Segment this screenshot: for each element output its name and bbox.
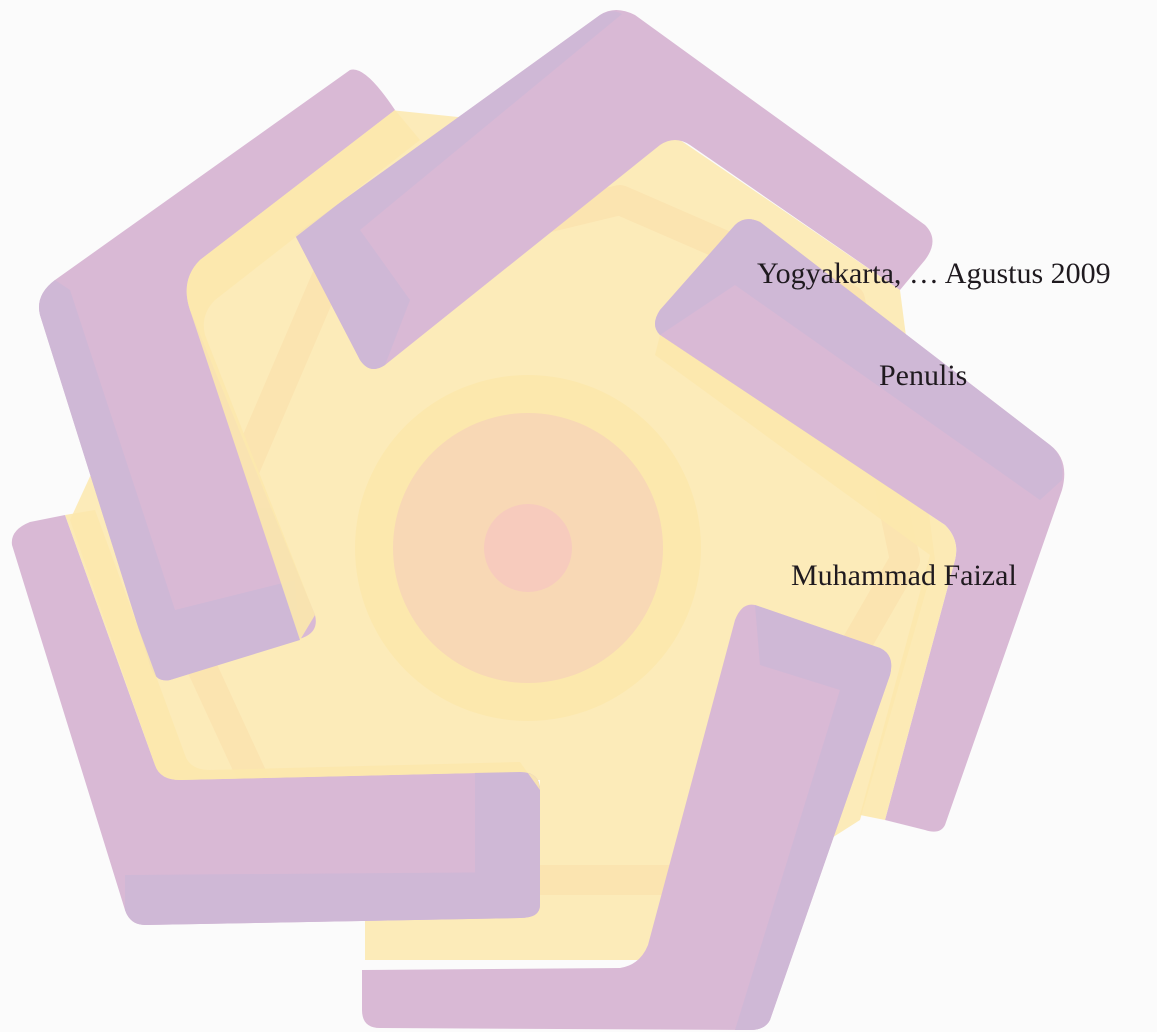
watermark-yellow-edges (65, 110, 957, 820)
signature-role: Penulis (879, 359, 968, 392)
watermark-arm-top (295, 10, 933, 369)
watermark-center-circle (355, 375, 701, 721)
signature-author-name: Muhammad Faizal (791, 559, 1017, 592)
watermark-arm-right (655, 219, 1065, 832)
watermark-arm-bottom (362, 604, 892, 1030)
watermark-arm-lower-left (11, 515, 541, 925)
signature-place-date: Yogyakarta, … Agustus 2009 (757, 257, 1111, 290)
watermark-purple-arms (11, 10, 1065, 1030)
